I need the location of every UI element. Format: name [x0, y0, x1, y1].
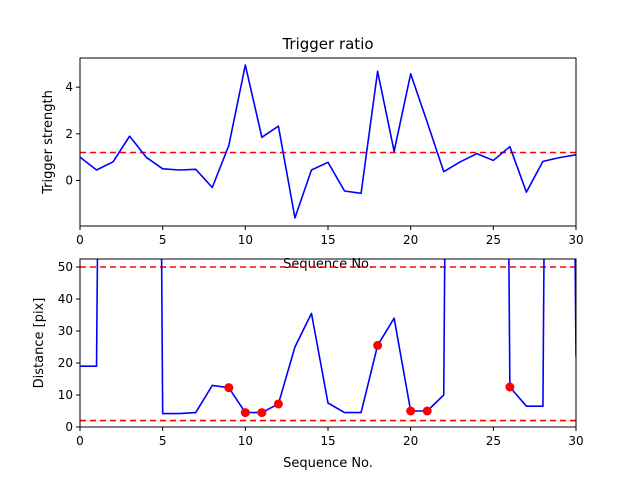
data-point [224, 383, 234, 393]
y-tick-label: 50 [58, 260, 73, 274]
y-tick-label: 0 [65, 420, 73, 434]
y-tick-label: 4 [65, 80, 73, 94]
y-tick-label: 20 [58, 356, 73, 370]
x-axis-label: Sequence No. [283, 257, 373, 272]
x-tick-label: 5 [159, 233, 167, 247]
series-line [80, 64, 576, 219]
data-point [505, 382, 515, 392]
data-point [406, 406, 416, 416]
plot-area [80, 64, 576, 219]
x-tick-label: 30 [568, 233, 583, 247]
x-tick-label: 25 [486, 233, 501, 247]
x-tick-label: 10 [238, 434, 253, 448]
x-tick-label: 5 [159, 434, 167, 448]
x-tick-label: 30 [568, 434, 583, 448]
y-tick-label: 0 [65, 174, 73, 188]
data-point [257, 408, 267, 418]
y-axis-label: Trigger strength [41, 90, 56, 195]
y-tick-label: 40 [58, 292, 73, 306]
axis-ticks: 0 5 10 15 20 25 30 0 2 4 [65, 80, 583, 247]
y-tick-label: 2 [65, 127, 73, 141]
y-tick-label: 30 [58, 324, 73, 338]
x-tick-label: 0 [76, 233, 84, 247]
x-tick-label: 20 [403, 434, 418, 448]
y-axis-label: Distance [pix] [32, 298, 47, 389]
x-tick-label: 20 [403, 233, 418, 247]
data-point [240, 408, 250, 418]
x-tick-label: 15 [320, 434, 335, 448]
x-axis-label: Sequence No. [283, 456, 373, 471]
axis-ticks: 0 5 10 15 20 25 30 0 10 20 30 40 50 [58, 260, 584, 448]
plot-area [80, 259, 576, 422]
data-point [373, 340, 383, 350]
trigger-ratio-chart: Trigger ratio 0 5 10 15 20 25 30 0 2 4 Sequence N… [41, 35, 584, 272]
chart-title: Trigger ratio [281, 35, 373, 53]
data-point [273, 399, 283, 409]
x-tick-label: 25 [486, 434, 501, 448]
distance-chart: 0 5 10 15 20 25 30 0 10 20 30 40 50 Sequence No. Dis… [32, 258, 584, 471]
y-tick-label: 10 [58, 388, 73, 402]
x-tick-label: 10 [238, 233, 253, 247]
data-point [422, 406, 432, 416]
x-tick-label: 15 [320, 233, 335, 247]
x-tick-label: 0 [76, 434, 84, 448]
